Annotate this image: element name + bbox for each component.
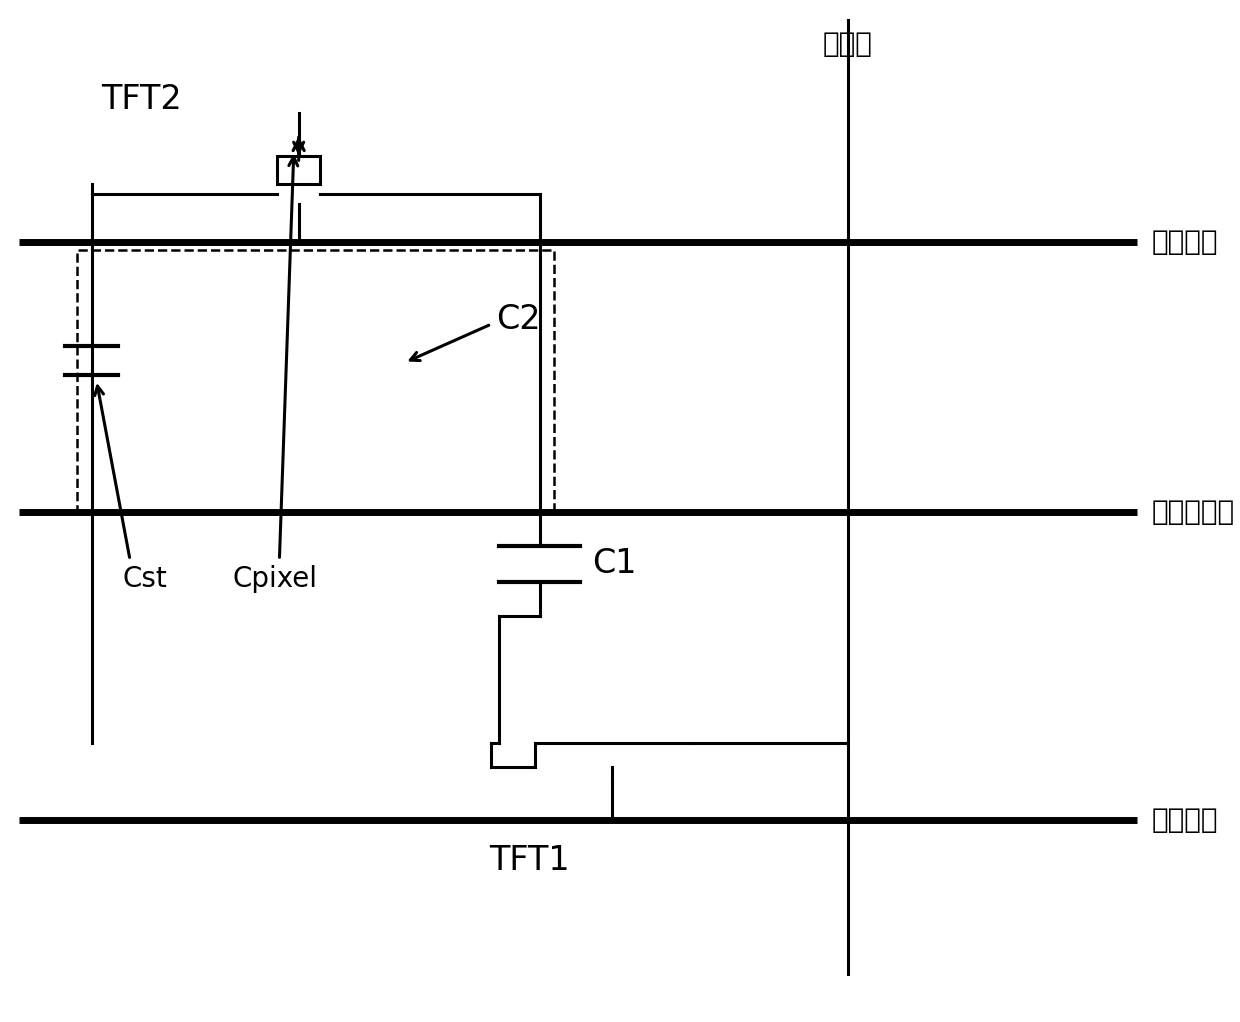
Text: Cpixel: Cpixel: [232, 565, 317, 593]
Bar: [77, 250, 554, 512]
Text: TFT1: TFT1: [490, 844, 570, 877]
Text: 公共电极线: 公共电极线: [1151, 498, 1234, 526]
Text: 充电栅线: 充电栅线: [1151, 806, 1218, 834]
Text: 数据线: 数据线: [823, 31, 873, 58]
Text: C2: C2: [496, 303, 541, 336]
Bar: [278, 155, 320, 184]
Text: C1: C1: [593, 548, 637, 580]
Text: Cst: Cst: [122, 565, 167, 593]
Text: 公共栅线: 公共栅线: [1151, 228, 1218, 257]
Text: TFT2: TFT2: [102, 83, 182, 117]
